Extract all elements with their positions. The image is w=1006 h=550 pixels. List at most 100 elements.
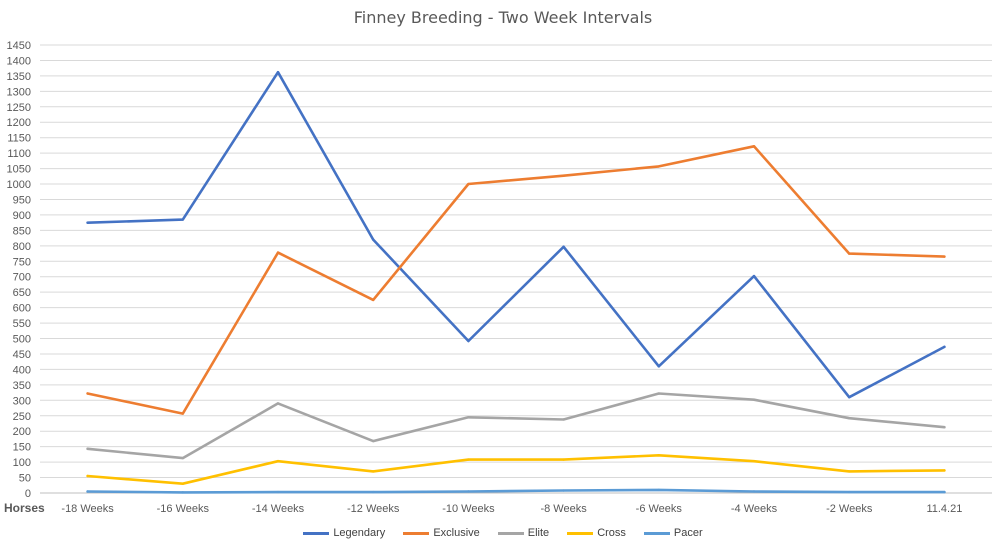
data-point-pacer [467, 490, 470, 493]
data-point-pacer [372, 490, 375, 494]
y-tick-label: 150 [13, 442, 31, 454]
legend-label: Elite [527, 527, 550, 539]
data-point-elite [657, 392, 660, 395]
data-point-cross [943, 469, 946, 472]
y-tick-label: 300 [13, 395, 31, 407]
y-tick-label: 1350 [7, 71, 31, 83]
legend-swatch [497, 531, 524, 535]
y-tick-label: 650 [13, 287, 31, 299]
data-point-cross [467, 458, 470, 461]
data-point-exclusive [657, 165, 660, 168]
y-tick-label: 900 [13, 210, 31, 222]
legend-swatch [403, 531, 430, 535]
data-point-pacer [657, 488, 660, 492]
data-point-exclusive [848, 252, 851, 255]
data-point-pacer [181, 491, 184, 494]
series-line-exclusive [86, 145, 946, 415]
x-tick-label: -2 Weeks [826, 503, 873, 515]
x-tick-label: -4 Weeks [731, 503, 778, 515]
data-point-legendary [562, 245, 565, 248]
data-point-exclusive [943, 255, 946, 258]
legend-swatch [303, 531, 330, 535]
data-point-exclusive [86, 392, 89, 395]
y-tick-label: 750 [13, 256, 31, 268]
data-point-exclusive [562, 174, 565, 177]
data-point-elite [276, 402, 280, 405]
legend-item-elite: Elite [497, 527, 550, 539]
y-tick-label: 550 [13, 318, 31, 330]
y-tick-label: 200 [13, 426, 31, 438]
data-point-exclusive [181, 412, 184, 415]
y-tick-label: 350 [13, 380, 31, 392]
series-line-legendary [86, 70, 946, 399]
data-point-cross [657, 454, 660, 457]
x-tick-label: -14 Weeks [252, 503, 305, 515]
data-point-legendary [657, 365, 660, 368]
data-point-legendary [943, 345, 946, 349]
data-point-elite [562, 418, 565, 421]
x-axis-label: Horses [4, 501, 45, 515]
y-tick-label: 0 [25, 488, 31, 500]
x-tick-label: -8 Weeks [540, 503, 587, 515]
data-point-elite [372, 439, 375, 443]
y-tick-label: 500 [13, 334, 31, 346]
y-tick-label: 950 [13, 194, 31, 206]
data-point-exclusive [276, 251, 280, 254]
y-tick-label: 1250 [7, 102, 31, 114]
data-point-cross [562, 458, 565, 461]
x-tick-label: -18 Weeks [61, 503, 114, 515]
data-point-cross [752, 459, 756, 463]
y-tick-label: 1100 [7, 148, 31, 160]
y-tick-label: 250 [13, 411, 31, 423]
x-tick-label: -6 Weeks [636, 503, 683, 515]
legend-label: Cross [597, 527, 626, 539]
data-point-legendary [372, 238, 375, 241]
legend-swatch [643, 531, 670, 535]
y-tick-label: 1200 [7, 117, 31, 129]
y-tick-label: 450 [13, 349, 31, 361]
data-point-legendary [467, 339, 470, 343]
series-line-pacer [86, 488, 946, 494]
legend-swatch [567, 531, 594, 535]
data-point-pacer [86, 490, 89, 493]
data-point-cross [372, 470, 375, 473]
data-point-elite [467, 416, 470, 419]
data-point-elite [848, 417, 851, 420]
legend-label: Pacer [673, 527, 703, 539]
legend: Legendary Exclusive Elite Cross Pacer [0, 527, 1006, 539]
data-point-exclusive [467, 182, 470, 186]
legend-item-legendary: Legendary [303, 527, 385, 539]
x-tick-label: -16 Weeks [157, 503, 210, 515]
y-tick-label: 1150 [7, 133, 31, 145]
y-tick-label: 1450 [7, 40, 31, 52]
y-tick-label: 50 [19, 473, 31, 485]
y-tick-label: 1300 [7, 86, 31, 98]
data-point-elite [181, 456, 184, 460]
data-point-legendary [86, 221, 89, 224]
data-point-exclusive [372, 298, 375, 302]
legend-label: Legendary [333, 527, 386, 539]
data-point-legendary [848, 396, 851, 399]
x-tick-label: -12 Weeks [347, 503, 400, 515]
data-point-legendary [752, 274, 756, 278]
y-tick-label: 1400 [7, 55, 31, 67]
y-tick-label: 1050 [7, 164, 31, 176]
data-point-pacer [848, 490, 851, 494]
data-point-elite [943, 425, 946, 429]
y-tick-label: 400 [13, 364, 31, 376]
series-line-cross [86, 453, 946, 486]
y-tick-label: 1000 [7, 179, 31, 191]
y-tick-label: 700 [13, 272, 31, 284]
data-point-pacer [943, 490, 946, 494]
x-tick-label: 11.4.21 [926, 503, 962, 515]
data-point-elite [86, 447, 89, 451]
data-point-pacer [752, 490, 756, 493]
y-tick-label: 800 [13, 241, 31, 253]
series-line-elite [86, 392, 946, 460]
data-point-exclusive [752, 145, 756, 148]
chart-title: Finney Breeding - Two Week Intervals [353, 8, 653, 27]
y-tick-label: 600 [13, 303, 31, 315]
legend-label: Exclusive [433, 527, 480, 539]
data-point-pacer [276, 490, 280, 494]
